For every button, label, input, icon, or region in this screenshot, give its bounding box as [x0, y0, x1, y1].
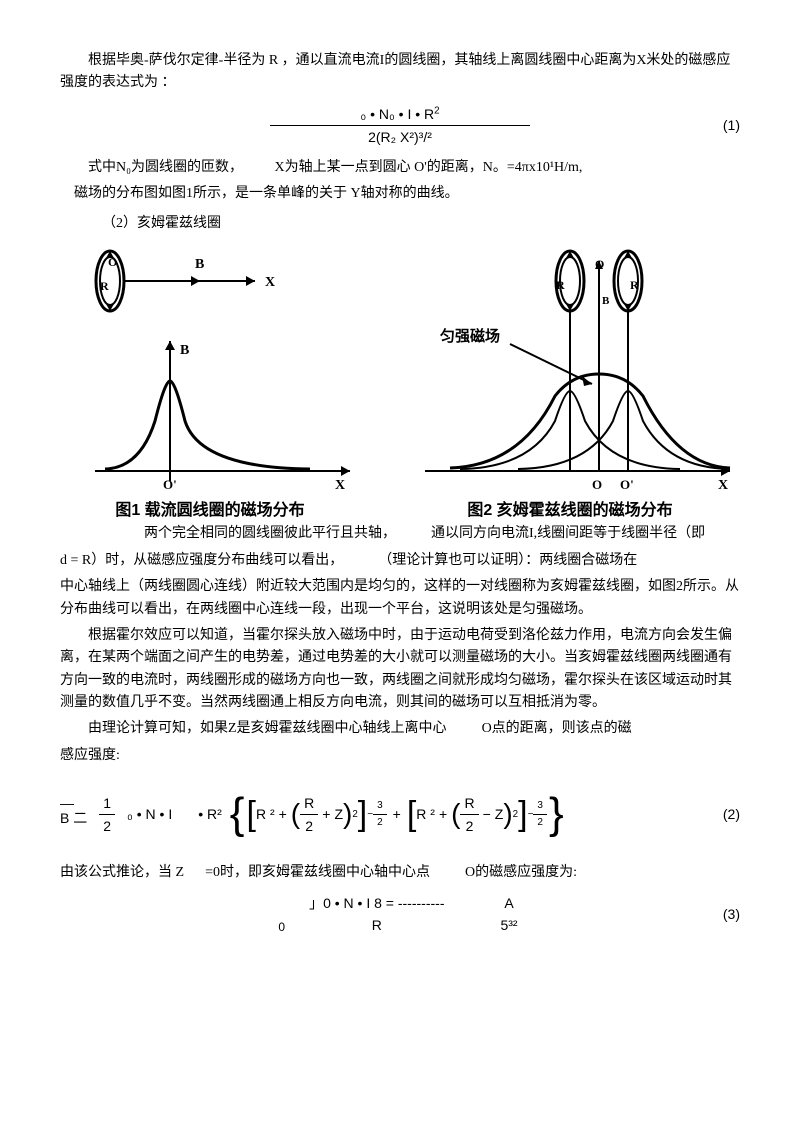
fig1-label-X: X	[335, 478, 345, 493]
paragraph-8: 由理论计算可知，如果Z是亥姆霍兹线圈中心轴线上离中心 O点的距离，则该点的磁	[60, 718, 740, 740]
paragraph-9: 感应强度:	[60, 745, 740, 767]
fig2-label-Bmid: B	[602, 295, 610, 307]
figure-2-svg: R R O B 匀强磁场 X O O'	[400, 246, 740, 496]
figure-2-caption: 图2 亥姆霍兹线圈的磁场分布	[400, 498, 740, 524]
figure-2: R R O B 匀强磁场 X O O'	[400, 246, 740, 524]
f2-plus4: +	[439, 803, 447, 825]
paragraph-10: 由该公式推论，当 Z =0时，即亥姆霍兹线圈中心轴中心点 O的磁感应强度为:	[60, 862, 740, 884]
formula-1: ₀ • N₀ • I • R2 2(R₂ X²)³/² (1)	[60, 103, 740, 149]
f2-Rd1: 2	[301, 815, 317, 837]
f2-pn1: 3	[373, 798, 387, 815]
formula-3: 0 」0 • N • I 8 = ---------- R A 5³² (3)	[60, 892, 740, 937]
paragraph-6: 中心轴线上（两线圈圆心连线）附近较大范围内是均匀的，这样的一对线圈称为亥姆霍兹线…	[60, 576, 740, 621]
fig1-label-B: B	[180, 343, 189, 358]
figures-row: O' R B X B X O' 图1 载流圆线圈的磁场分布	[60, 246, 740, 524]
f2-half-d: 2	[99, 815, 115, 837]
fig1-label-X-top: X	[265, 275, 275, 290]
p5b: （理论计算也可以证明）：两线圈合磁场在	[378, 553, 637, 568]
f3-top: 」0 • N • I 8 = ----------	[309, 895, 444, 911]
f3-bot: R	[368, 914, 386, 936]
paragraph-n0-def: 式中N₀为圆线圈的匝数， X为轴上某一点到圆心 O'的距离，N。=4πx10¹H…	[60, 157, 740, 179]
fig2-label-O: O	[592, 477, 602, 492]
paragraph-5: d = R）时，从磁感应强度分布曲线可以看出， （理论计算也可以证明）：两线圈合…	[60, 550, 740, 572]
f3-rt: A	[500, 892, 517, 914]
fig2-label-uniform: 匀强磁场	[440, 327, 500, 345]
f2-lhs-b: B 二	[60, 810, 87, 826]
f3-pre: 0	[278, 918, 285, 937]
formula1-denominator: 2(R₂ X²)³/²	[364, 126, 436, 148]
f2-lhs-a: —	[60, 799, 87, 807]
equation-number-1: (1)	[723, 114, 740, 136]
fig2-label-R1: R	[556, 278, 565, 292]
formula1-numerator: ₀ • N₀ • I • R	[360, 106, 434, 122]
p4a: 两个完全相同的圆线圈彼此平行且共轴，	[144, 526, 396, 541]
paragraph-4: 两个完全相同的圆线圈彼此平行且共轴， 通以同方向电流I,线圈间距等于线圈半径（即	[60, 523, 740, 545]
fig1-label-O: O'	[163, 477, 177, 492]
fig2-label-R2: R	[630, 278, 639, 292]
f2-half-n: 1	[99, 792, 115, 815]
f2-dot: ₀ • N • I	[127, 803, 172, 825]
heading-helmholtz: （2）亥姆霍兹线圈	[60, 213, 740, 235]
f3-rb: 5³²	[496, 914, 521, 936]
f2-Z1: Z	[334, 803, 343, 825]
paragraph-biot-savart: 根据毕奥-萨伐尔定律-半径为 R ，通以直流电流I的圆线圈，其轴线上离圆线圈中心…	[60, 50, 740, 95]
f2-minus: −	[483, 803, 491, 825]
f2-plus2: +	[322, 803, 330, 825]
f2-i1a: R ²	[256, 803, 275, 825]
f2-pd2: 2	[533, 815, 547, 831]
p2-b: X为轴上某一点到圆心 O'的距离，N。=4πx10¹H/m,	[275, 160, 583, 175]
figure-1-svg: O' R B X B X O'	[60, 246, 360, 496]
equation-number-3: (3)	[723, 903, 740, 925]
fig1-label-B-top: B	[195, 257, 204, 272]
p8b: O点的距离，则该点的磁	[482, 721, 632, 736]
p5a: d = R）时，从磁感应强度分布曲线可以看出，	[60, 553, 343, 568]
p10a: 由该公式推论，当 Z	[60, 865, 184, 880]
f2-i2a: R ²	[416, 803, 435, 825]
f2-Rd2: 2	[462, 815, 478, 837]
fig1-label-R: R	[100, 279, 109, 293]
paragraph-7: 根据霍尔效应可以知道，当霍尔探头放入磁场中时，由于运动电荷受到洛伦兹力作用，电流…	[60, 625, 740, 715]
p8a: 由理论计算可知，如果Z是亥姆霍兹线圈中心轴线上离中心	[88, 721, 447, 736]
figure-1-caption: 图1 载流圆线圈的磁场分布	[60, 498, 360, 524]
p10b: =0时，即亥姆霍兹线圈中心轴中心点	[205, 865, 430, 880]
f2-plus3: +	[393, 803, 401, 825]
p4b: 通以同方向电流I,线圈间距等于线圈半径（即	[431, 526, 705, 541]
figure-1: O' R B X B X O' 图1 载流圆线圈的磁场分布	[60, 246, 360, 524]
f2-plus1: +	[279, 803, 287, 825]
f2-R2: • R²	[198, 803, 222, 825]
f2-pn2: 3	[533, 798, 547, 815]
formula1-num-sup: 2	[434, 105, 439, 116]
f2-Z2: Z	[495, 803, 504, 825]
fig2-label-Op: O'	[620, 477, 634, 492]
f2-Rn2: R	[460, 792, 478, 815]
formula-2: — B 二 1 2 ₀ • N • I • R² { [ R ² + ( R 2…	[60, 779, 740, 849]
f2-Rn1: R	[300, 792, 318, 815]
paragraph-fig1-ref: 磁场的分布图如图1所示，是一条单峰的关于 Y轴对称的曲线。	[60, 183, 740, 205]
f2-pd1: 2	[373, 815, 387, 831]
fig2-label-X: X	[718, 478, 728, 493]
p10c: O的磁感应强度为:	[465, 865, 577, 880]
equation-number-2: (2)	[723, 803, 740, 825]
p2-a: 式中N₀为圆线圈的匝数，	[88, 160, 243, 175]
